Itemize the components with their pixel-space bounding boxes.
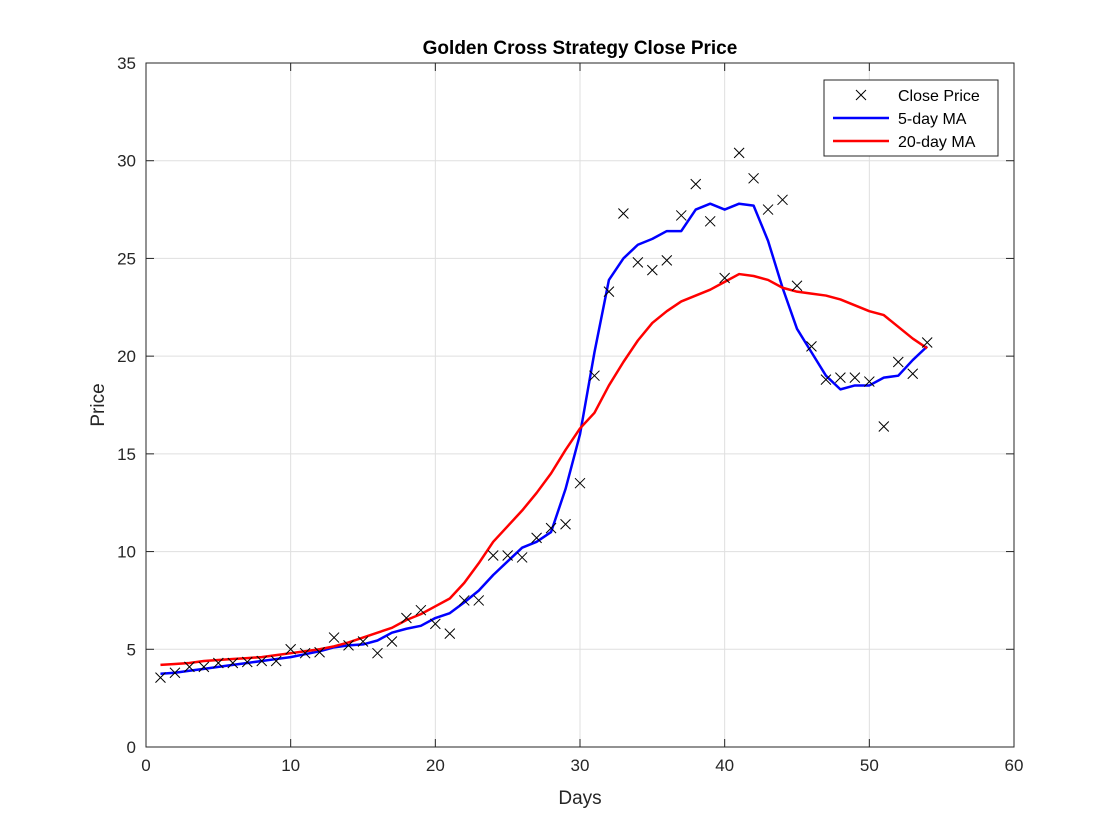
close-price-point	[328, 632, 340, 643]
x-axis-label: Days	[558, 788, 601, 809]
close-price-point	[343, 640, 354, 651]
close-price-point	[762, 204, 774, 215]
close-price-point	[863, 376, 875, 387]
y-tick-label: 0	[127, 738, 136, 757]
close-price-point	[458, 595, 470, 606]
close-price-point	[835, 372, 846, 383]
20-day-ma-line	[160, 272, 928, 667]
close-price-point	[892, 356, 904, 368]
y-axis-label: Price	[88, 383, 109, 426]
close-price-point	[675, 210, 687, 221]
close-price-point	[227, 657, 239, 669]
y-tick-label: 15	[117, 445, 136, 464]
close-price-point	[241, 656, 253, 668]
x-tick-label: 50	[860, 756, 879, 775]
close-price-point	[719, 272, 731, 284]
close-price-point	[777, 194, 788, 206]
close-price-point	[531, 532, 542, 544]
close-price-point	[386, 636, 398, 647]
close-price-point	[646, 264, 658, 276]
close-price-point	[661, 255, 673, 266]
close-price-point	[415, 604, 427, 616]
close-price-point	[632, 256, 644, 268]
close-price-point	[270, 655, 282, 667]
y-tick-label: 25	[117, 249, 136, 268]
close-price-point	[589, 370, 600, 382]
close-price-point	[357, 636, 369, 647]
y-tick-label: 20	[117, 347, 136, 366]
close-price-point	[299, 647, 311, 659]
close-price-point	[487, 550, 499, 561]
close-price-point	[314, 646, 325, 658]
close-price-point	[516, 552, 528, 563]
close-price-point	[502, 550, 514, 561]
close-price-point	[733, 147, 745, 159]
x-tick-label: 10	[281, 756, 300, 775]
x-tick-label: 40	[715, 756, 734, 775]
close-price-point	[169, 667, 181, 679]
legend-label-20-day-ma: 20-day MA	[898, 134, 976, 151]
close-price-point	[256, 655, 268, 667]
close-price-point	[690, 178, 702, 190]
y-tick-label: 30	[117, 152, 136, 171]
close-price-point	[372, 647, 383, 659]
x-tick-label: 60	[1005, 756, 1024, 775]
series-layer	[155, 147, 933, 683]
legend-swatch-close-price	[855, 89, 867, 101]
legend: Close Price 5-day MA 20-day MA	[823, 79, 999, 157]
close-price-point	[285, 643, 297, 655]
close-price-markers	[155, 147, 933, 683]
5-day-ma-line	[160, 202, 929, 675]
close-price-point	[401, 612, 412, 624]
close-price-point	[791, 280, 803, 292]
close-price-point	[820, 374, 832, 385]
close-price-point	[429, 618, 441, 630]
legend-label-5-day-ma: 5-day MA	[898, 111, 967, 128]
close-price-point	[574, 477, 586, 489]
close-price-point	[212, 657, 224, 669]
close-price-point	[444, 628, 456, 640]
chart-title: Golden Cross Strategy Close Price	[423, 38, 738, 59]
close-price-point	[603, 286, 615, 298]
close-price-point	[545, 522, 557, 534]
close-price-point	[155, 672, 166, 683]
x-tick-label: 20	[426, 756, 445, 775]
close-price-point	[748, 172, 759, 184]
ticks: 0 10 20 30 40 50 60 0 5 10 15 20 25 30 35	[117, 54, 1023, 775]
close-price-point	[473, 595, 485, 606]
x-tick-label: 0	[141, 756, 150, 775]
close-price-point	[704, 215, 716, 227]
x-tick-label: 30	[571, 756, 590, 775]
close-price-point	[806, 341, 817, 352]
close-price-point	[198, 661, 210, 673]
close-price-point	[907, 368, 919, 380]
close-price-point	[878, 421, 890, 432]
close-price-point	[184, 661, 195, 673]
close-price-point	[921, 337, 933, 348]
close-price-point	[849, 372, 861, 383]
y-tick-label: 35	[117, 54, 136, 73]
y-tick-label: 10	[117, 543, 136, 562]
close-price-point	[560, 518, 571, 530]
legend-label-close-price: Close Price	[898, 88, 980, 105]
y-tick-label: 5	[127, 640, 136, 659]
close-price-point	[618, 208, 629, 219]
